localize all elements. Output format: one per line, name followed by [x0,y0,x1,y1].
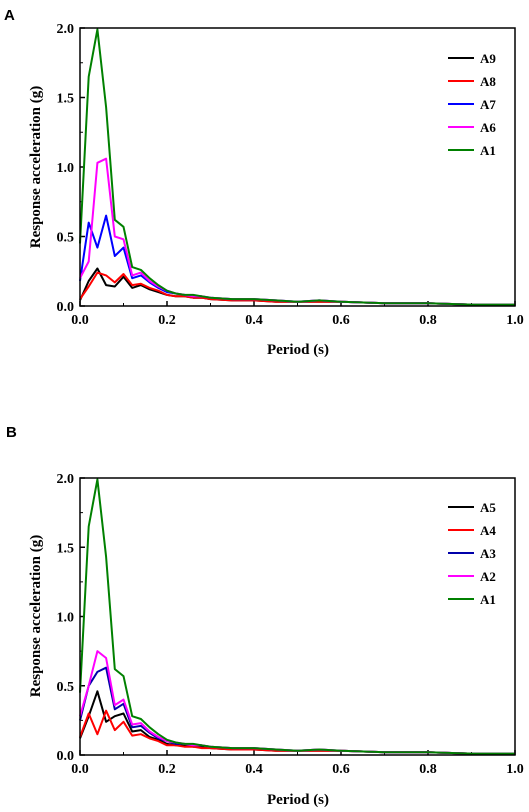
legend: A5 A4 A3 A2 A1 [448,500,496,607]
legend-label: A5 [480,500,496,515]
x-axis-title: Period (s) [267,342,329,358]
legend: A9 A8 A7 A6 A1 [448,51,496,158]
x-tick-label: 0.6 [332,762,350,777]
chart-panel-b: B Response acceleration (g) Period (s) 0… [6,424,524,808]
series-line-a1 [79,478,515,755]
plot-frame [79,27,516,307]
legend-label: A2 [480,569,496,584]
legend-label: A1 [480,592,496,607]
y-tick-label: 2.0 [57,22,75,37]
legend-label: A4 [480,523,496,538]
series-line-a1 [79,28,515,306]
x-tick-label: 0.0 [71,762,89,777]
series-line-a2 [79,650,515,755]
y-tick-label: 0.5 [57,680,75,695]
x-tick-label: 1.0 [506,762,524,777]
legend-label: A3 [480,546,496,561]
y-axis-title: Response acceleration (g) [28,86,44,248]
y-tick-label: 2.0 [57,472,75,487]
series-lines [79,478,515,755]
axis-ticks: 0.0 0.2 0.4 0.6 0.8 1.0 0.0 0.5 1.0 1.5 2.0 [57,22,524,328]
legend-label: A6 [480,120,496,135]
y-tick-label: 0.0 [57,749,75,764]
axis-ticks: 0.0 0.2 0.4 0.6 0.8 1.0 0.0 0.5 1.0 1.5 2.0 [57,472,524,777]
series-line-a7 [79,214,515,306]
y-tick-label: 1.0 [57,161,75,176]
y-axis-title: Response acceleration (g) [28,535,44,697]
x-tick-label: 0.8 [419,762,437,777]
x-tick-label: 0.8 [419,313,437,328]
x-tick-label: 0.2 [158,762,176,777]
series-line-a3 [79,666,515,755]
x-tick-label: 0.2 [158,313,176,328]
series-line-a6 [79,157,515,306]
legend-label: A9 [480,51,496,66]
y-tick-label: 0.5 [57,231,75,246]
panel-label: A [4,7,15,24]
panel-label: B [6,424,17,441]
y-tick-label: 1.0 [57,611,75,626]
plot-frame [79,477,516,756]
x-tick-label: 0.6 [332,313,350,328]
x-tick-label: 0.0 [71,313,89,328]
y-tick-label: 1.5 [57,92,75,107]
series-line-a4 [79,709,515,755]
chart-panel-a: A Response acceleration (g) Period (s) 0… [4,7,524,358]
x-tick-label: 0.4 [245,762,263,777]
legend-label: A7 [480,97,496,112]
x-tick-label: 0.4 [245,313,263,328]
legend-label: A8 [480,74,496,89]
y-tick-label: 0.0 [57,300,75,315]
y-tick-label: 1.5 [57,541,75,556]
legend-label: A1 [480,143,496,158]
series-lines [79,28,515,306]
x-axis-title: Period (s) [267,792,329,808]
x-tick-label: 1.0 [506,313,524,328]
